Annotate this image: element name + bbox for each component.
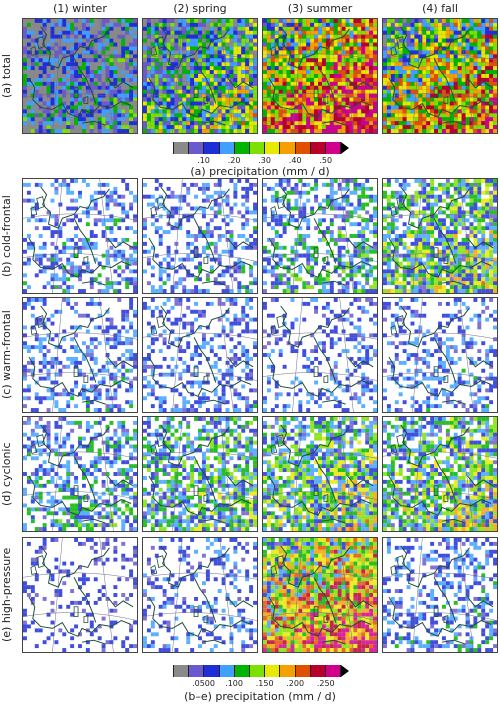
- colorbar-swatch: [280, 142, 296, 154]
- colorbar-swatch: [310, 142, 326, 154]
- colorbar-swatch: [173, 142, 190, 154]
- map-panel-total-4: [382, 18, 498, 134]
- map-panel-high-4: [382, 537, 498, 653]
- colorbar-be-arrow: [341, 665, 349, 677]
- colorbar-swatch: [234, 142, 250, 154]
- colorbar-a-arrow: [341, 142, 349, 154]
- colorbar-swatch: [265, 142, 281, 154]
- map-panel-cyclonic-3: [262, 416, 378, 532]
- map-panel-cyclonic-2: [142, 416, 258, 532]
- colorbar-tick-label: .50: [319, 156, 333, 165]
- map-panel-high-1: [22, 537, 138, 653]
- colorbar-swatch: [249, 142, 266, 154]
- map-panel-cold-3: [262, 178, 378, 294]
- colorbar-tick-label: .40: [288, 156, 302, 165]
- map-panel-warm-4: [382, 297, 498, 413]
- row-title-cold: (b) cold-frontal: [0, 195, 13, 277]
- colorbar-tick-label: .200: [286, 679, 305, 688]
- map-panel-warm-3: [262, 297, 378, 413]
- row-title-high: (e) high-pressure: [0, 547, 13, 643]
- map-panel-cyclonic-1: [22, 416, 138, 532]
- row-title-cyclonic: (d) cyclonic: [0, 442, 13, 506]
- column-title-2: (2) spring: [173, 2, 227, 15]
- colorbar-tick-label: .0500: [192, 679, 215, 688]
- colorbar-swatch: [234, 665, 250, 677]
- colorbar-swatch: [219, 142, 235, 154]
- row-title-warm: (c) warm-frontal: [0, 310, 13, 400]
- colorbar-swatch: [173, 665, 190, 677]
- map-panel-high-2: [142, 537, 258, 653]
- colorbar-swatch: [189, 142, 205, 154]
- colorbar-tick-label: .250: [316, 679, 335, 688]
- colorbar-tick-label: .10: [197, 156, 210, 165]
- colorbar-swatch: [204, 142, 220, 154]
- map-panel-cyclonic-4: [382, 416, 498, 532]
- colorbar-swatch: [204, 665, 220, 677]
- colorbar-swatch: [325, 142, 342, 154]
- colorbar-swatch: [249, 665, 266, 677]
- row-title-total: (a) total: [0, 54, 13, 98]
- colorbar-swatch: [325, 665, 342, 677]
- map-panel-warm-2: [142, 297, 258, 413]
- map-panel-cold-4: [382, 178, 498, 294]
- colorbar-swatch: [295, 665, 311, 677]
- map-panel-total-3: [262, 18, 378, 134]
- colorbar-be-label: (b–e) precipitation (mm / d): [184, 690, 336, 703]
- colorbar-swatch: [219, 665, 235, 677]
- map-panel-high-3: [262, 537, 378, 653]
- column-title-4: (4) fall: [422, 2, 458, 15]
- colorbar-swatch: [310, 665, 326, 677]
- colorbar-a-label: (a) precipitation (mm / d): [190, 165, 330, 178]
- colorbar-swatch: [265, 665, 281, 677]
- colorbar-swatch: [295, 142, 311, 154]
- colorbar-a: [173, 142, 342, 154]
- colorbar-swatch: [189, 665, 205, 677]
- colorbar-tick-label: .30: [258, 156, 271, 165]
- column-title-3: (3) summer: [287, 2, 353, 15]
- map-panel-cold-1: [22, 178, 138, 294]
- map-panel-total-1: [22, 18, 138, 134]
- colorbar-swatch: [280, 665, 296, 677]
- map-panel-total-2: [142, 18, 258, 134]
- colorbar-be: [173, 665, 342, 677]
- colorbar-tick-label: .100: [225, 679, 243, 688]
- colorbar-tick-label: .150: [255, 679, 274, 688]
- map-panel-cold-2: [142, 178, 258, 294]
- column-title-1: (1) winter: [53, 2, 107, 15]
- map-panel-warm-1: [22, 297, 138, 413]
- colorbar-tick-label: .20: [227, 156, 241, 165]
